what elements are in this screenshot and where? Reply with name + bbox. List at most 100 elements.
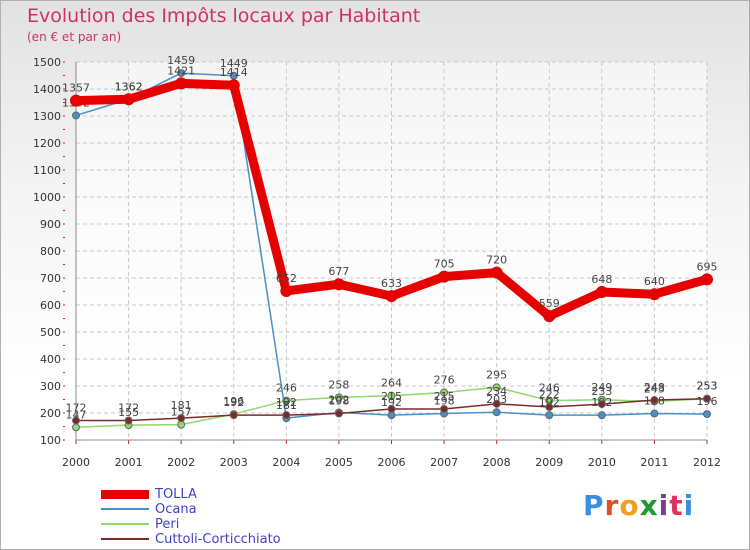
chart-title: Evolution des Impôts locaux par Habitant [27,5,421,27]
data-point-cuttoli-corticchiato [650,396,659,405]
y-tick-label: 1000 [33,191,61,204]
logo-letter: t [669,489,684,522]
x-tick-label: 2009 [535,456,563,469]
data-label-peri: 249 [591,381,612,394]
data-label-cuttoli-corticchiato: 181 [171,399,192,412]
y-tick-label: 100 [40,434,61,447]
data-point-tolla [701,273,713,286]
y-tick-label: 700 [40,272,61,285]
data-label-peri: 157 [171,406,192,419]
data-label-cuttoli-corticchiato: 192 [223,396,244,409]
data-point-peri [492,383,501,392]
data-point-tolla [227,79,240,92]
data-label-cuttoli-corticchiato: 233 [591,385,612,398]
y-tick-label: 1200 [33,137,61,150]
data-label-peri: 147 [66,408,87,421]
data-point-ocana [72,111,80,120]
data-label-tolla: 1362 [115,80,143,93]
data-label-ocana: 1362 [115,80,143,93]
data-point-ocana [545,411,554,420]
data-label-peri: 155 [118,406,139,419]
x-tick-label: 2006 [378,456,406,469]
y-tick-label: 500 [40,326,61,339]
data-point-ocana [650,409,659,418]
data-point-tolla [490,266,503,279]
data-point-ocana [703,410,711,419]
data-label-ocana: 1449 [220,57,248,70]
data-label-tolla: 559 [539,297,560,310]
data-point-tolla [648,288,661,301]
y-tick-label: 600 [40,299,61,312]
y-tick-label: 800 [40,245,61,258]
data-point-cuttoli-corticchiato [440,404,449,413]
data-label-ocana: 198 [434,395,455,408]
data-label-cuttoli-corticchiato: 253 [697,380,718,393]
legend-label-cuttoli-corticchiato: Cuttoli-Corticchiato [155,532,281,547]
data-point-cuttoli-corticchiato [334,409,343,418]
y-tick-label: 900 [40,218,61,231]
y-tick-label: 1500 [33,56,61,69]
legend-label-ocana: Ocana [155,502,197,517]
logo-letter: o [619,489,640,522]
logo-letter: P [583,489,605,522]
y-tick-label: 300 [40,380,61,393]
data-label-cuttoli-corticchiato: 198 [328,395,349,408]
data-point-cuttoli-corticchiato [72,416,80,425]
data-point-cuttoli-corticchiato [492,399,501,408]
data-point-cuttoli-corticchiato [229,411,238,420]
data-label-ocana: 202 [328,393,349,406]
data-point-ocana [597,411,606,420]
data-point-cuttoli-corticchiato [545,403,554,412]
data-label-tolla: 1421 [167,64,195,77]
data-label-ocana: 181 [276,399,297,412]
y-tick-label: 1400 [33,83,61,96]
data-label-tolla: 1414 [220,66,248,79]
data-label-cuttoli-corticchiato: 234 [486,385,507,398]
data-label-ocana: 203 [486,393,507,406]
data-label-peri: 246 [276,382,297,395]
data-label-cuttoli-corticchiato: 192 [276,396,297,409]
legend-label-tolla: TOLLA [155,487,197,502]
data-label-peri: 295 [486,368,507,381]
x-tick-label: 2012 [693,456,721,469]
legend-swatch-cuttoli-corticchiato [101,538,149,540]
data-point-cuttoli-corticchiato [124,416,133,425]
x-tick-label: 2008 [483,456,511,469]
data-label-tolla: 677 [328,265,349,278]
legend-label-peri: Peri [155,517,180,532]
data-point-peri [387,391,396,400]
data-label-tolla: 648 [591,273,612,286]
x-tick-label: 2005 [325,456,353,469]
data-point-cuttoli-corticchiato [597,400,606,409]
data-point-tolla [543,310,556,323]
data-point-cuttoli-corticchiato [177,414,186,423]
data-label-peri: 243 [644,382,665,395]
data-label-cuttoli-corticchiato: 248 [644,381,665,394]
data-point-cuttoli-corticchiato [703,394,711,403]
data-label-peri: 196 [223,395,244,408]
data-point-peri [177,420,186,429]
x-tick-label: 2007 [430,456,458,469]
x-tick-label: 2010 [588,456,616,469]
data-label-tolla: 633 [381,277,402,290]
data-label-cuttoli-corticchiato: 215 [381,390,402,403]
data-label-cuttoli-corticchiato: 172 [66,402,87,415]
data-label-peri: 258 [328,378,349,391]
data-label-tolla: 640 [644,275,665,288]
data-point-tolla [385,290,398,303]
data-point-peri [72,423,80,432]
data-label-peri: 264 [381,377,402,390]
data-point-tolla [175,77,188,90]
x-tick-label: 2001 [115,456,143,469]
data-label-tolla: 705 [434,258,455,271]
x-tick-label: 2002 [167,456,195,469]
y-tick-label: 1300 [33,110,61,123]
logo-letter: r [604,489,620,522]
data-label-cuttoli-corticchiato: 172 [118,402,139,415]
data-point-tolla [332,278,345,291]
data-label-peri: 253 [697,380,718,393]
x-tick-label: 2003 [220,456,248,469]
x-tick-label: 2000 [62,456,90,469]
data-label-cuttoli-corticchiato: 222 [539,388,560,401]
